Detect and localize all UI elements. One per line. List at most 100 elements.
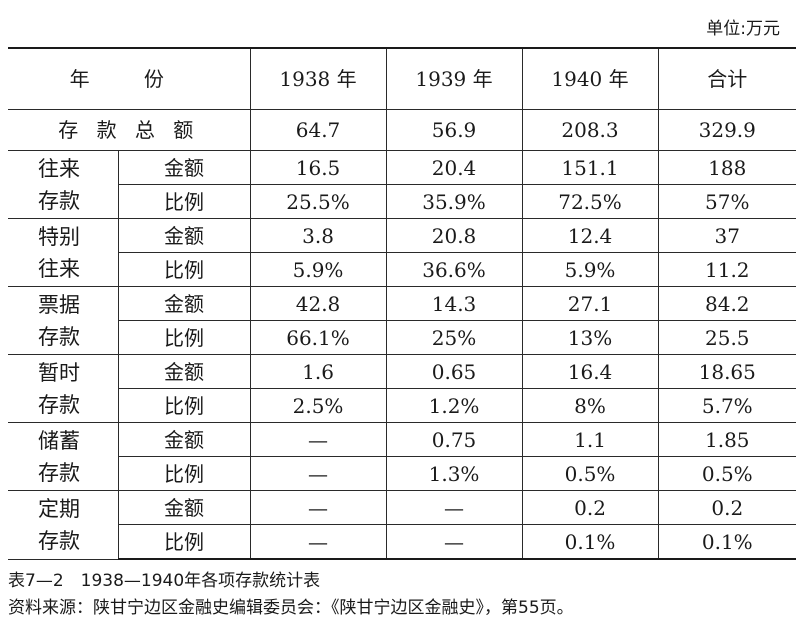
table-cell: 72.5% — [521, 184, 659, 219]
table-cell: 12.4 — [521, 218, 659, 253]
table-cell: 1.3% — [385, 456, 523, 491]
deposit-category-line2: 存款 — [38, 324, 80, 349]
total-deposits-label: 存 款 总 额 — [8, 109, 251, 151]
deposit-category: 储蓄 存款 — [8, 422, 119, 491]
deposit-category-line1: 特别 — [38, 224, 80, 249]
table-cell: 5.9% — [249, 252, 387, 287]
unit-label: 单位:万元 — [706, 19, 780, 39]
table-cell: 20.8 — [385, 218, 523, 253]
table-cell: 56.9 — [385, 109, 523, 151]
table-cell: 2.5% — [249, 388, 387, 423]
table-cell: 0.1% — [521, 524, 659, 560]
table-cell: 0.5% — [657, 456, 797, 491]
header-col-1940: 1940 年 — [521, 47, 659, 110]
row-label: 比例 — [118, 456, 251, 491]
table-row: 比例 —1.3% 0.5% 0.5% — [8, 456, 797, 491]
header-row: 年 份 1938 年 1939 年 1940 年 合计 — [8, 47, 797, 110]
table-row: 暂时 存款 金额 1.6 0.65 16.4 18.65 — [8, 354, 797, 423]
table-cell: — — [249, 490, 387, 525]
row-label: 金额 — [117, 490, 251, 525]
deposit-category: 定期 存款 — [8, 490, 119, 560]
table-cell: 16.5 — [249, 150, 387, 185]
table-cell: 0.5% — [521, 456, 659, 491]
row-label: 比例 — [118, 184, 251, 219]
row-label: 金额 — [117, 422, 251, 457]
table-cell: 1.85 — [657, 422, 797, 457]
table-row: 比例 66.1% 25% 13% 25.5 — [8, 320, 797, 355]
table-cell: 329.9 — [657, 109, 797, 151]
deposit-category-line2: 存款 — [38, 460, 80, 485]
deposit-category: 往来 存款 — [8, 150, 119, 219]
table-cell: 3.8 — [249, 218, 387, 253]
table-cell: 0.1% — [657, 524, 797, 560]
table-cell: 27.1 — [521, 286, 659, 321]
table-cell: 5.9% — [521, 252, 659, 287]
table-cell: 11.2 — [657, 252, 797, 287]
row-label: 金额 — [117, 354, 251, 389]
deposit-category: 暂时 存款 — [8, 354, 119, 423]
header-col-1939: 1939 年 — [385, 47, 523, 110]
deposit-category: 特别 往来 — [8, 218, 119, 287]
deposit-category-line2: 存款 — [38, 392, 80, 417]
header-col-total: 合计 — [657, 47, 797, 110]
table-cell: 18.65 — [657, 354, 797, 389]
deposit-category-line1: 往来 — [38, 156, 80, 181]
table-cell: 66.1% — [249, 320, 387, 355]
table-cell: 64.7 — [249, 109, 387, 151]
deposit-category: 票据 存款 — [8, 286, 119, 355]
table-row: 比例 5.9% 36.6% 5.9% 11.2 — [8, 252, 797, 287]
row-label: 比例 — [118, 320, 251, 355]
table-cell: 37 — [657, 218, 797, 253]
row-label: 金额 — [117, 286, 251, 321]
table-cell: — — [249, 456, 387, 491]
deposit-category-line2: 存款 — [38, 188, 80, 213]
deposit-category-line1: 暂时 — [38, 360, 80, 385]
deposit-category-line2: 往来 — [38, 256, 80, 281]
table-cell: — — [385, 524, 523, 560]
table-row: 票据 存款 金额 42.8 14.3 27.1 84.2 — [8, 286, 797, 355]
table-cell: 20.4 — [385, 150, 523, 185]
row-label: 金额 — [117, 218, 251, 253]
table-cell: — — [249, 524, 387, 560]
table-cell: 8% — [521, 388, 659, 423]
table-cell: 13% — [521, 320, 659, 355]
table-cell: 84.2 — [657, 286, 797, 321]
header-col-1938: 1938 年 — [249, 47, 387, 110]
table-cell: 35.9% — [385, 184, 523, 219]
table-row: 定期 存款 金额 — —0.2 0.2 — [8, 490, 797, 560]
table-cell: 208.3 — [521, 109, 659, 151]
table-cell: 1.2% — [385, 388, 523, 423]
table-cell: 57% — [657, 184, 797, 219]
table-row: 往来 存款 金额 16.5 20.4 151.1 188 — [8, 150, 797, 219]
table-cell: 25.5 — [657, 320, 797, 355]
header-year-label: 年 份 — [8, 47, 251, 110]
row-label: 比例 — [118, 524, 251, 560]
table-cell: 25.5% — [249, 184, 387, 219]
table-caption: 表7—2 1938—1940年各项存款统计表 — [8, 571, 321, 591]
table-cell: 42.8 — [249, 286, 387, 321]
table-row: 特别 往来 金额 3.8 20.8 12.4 37 — [8, 218, 797, 287]
row-label: 比例 — [118, 388, 251, 423]
table-cell: 1.6 — [249, 354, 387, 389]
table-cell: 25% — [385, 320, 523, 355]
table-cell: 0.75 — [385, 422, 523, 457]
deposit-category-line1: 储蓄 — [38, 428, 80, 453]
table-cell: 5.7% — [657, 388, 797, 423]
table-cell: 0.65 — [385, 354, 523, 389]
table-cell: 36.6% — [385, 252, 523, 287]
row-label: 比例 — [118, 252, 251, 287]
source-note: 资料来源：陕甘宁边区金融史编辑委员会：《陕甘宁边区金融史》，第55页。 — [8, 598, 574, 618]
table-row: 比例 — —0.1% 0.1% — [8, 524, 797, 560]
table-row: 比例 2.5% 1.2% 8% 5.7% — [8, 388, 797, 423]
table-cell: 151.1 — [521, 150, 659, 185]
row-label: 金额 — [117, 150, 251, 185]
deposit-category-line2: 存款 — [38, 528, 80, 553]
deposit-statistics-table: 年 份 1938 年 1939 年 1940 年 合计 存 款 总 额 64.7… — [8, 47, 797, 560]
table-row: 比例 25.5% 35.9% 72.5% 57% — [8, 184, 797, 219]
deposit-category-line1: 定期 — [38, 496, 80, 521]
table-row: 储蓄 存款 金额 —0.75 1.1 1.85 — [8, 422, 797, 491]
table-cell: — — [249, 422, 387, 457]
table-cell: 14.3 — [385, 286, 523, 321]
table-cell: 0.2 — [521, 490, 659, 525]
table-cell: 1.1 — [521, 422, 659, 457]
